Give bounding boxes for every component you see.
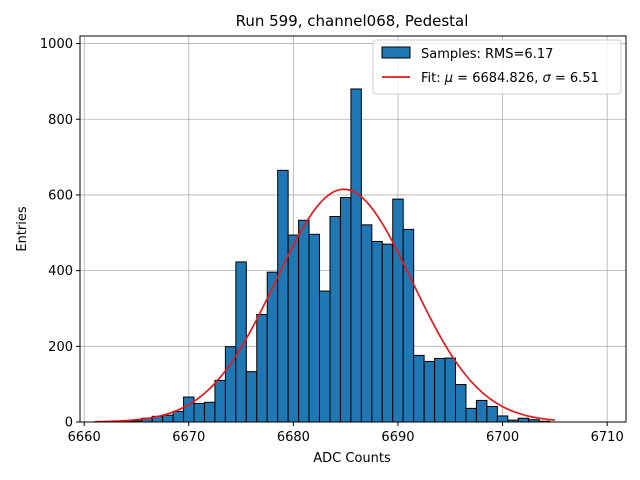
histogram-bar-6697 <box>465 407 477 423</box>
histogram-bar-6686 <box>350 88 362 423</box>
legend-fit-prefix: Fit: <box>421 71 445 86</box>
histogram-bar-6680 <box>287 234 300 423</box>
histogram-bar-6694 <box>434 357 446 423</box>
histogram-bar-6684 <box>329 216 341 423</box>
x-tick-label-6710: 6710 <box>591 430 624 445</box>
fit-curve-layer <box>94 188 555 423</box>
x-axis-label: ADC Counts <box>313 451 391 466</box>
histogram-bar-6693 <box>423 360 436 423</box>
legend-histogram-swatch <box>381 46 411 59</box>
chart-title: Run 599, channel068, Pedestal <box>236 12 469 30</box>
histogram-bar-6676 <box>245 371 258 423</box>
legend-fit-label: Fit: μ = 6684.826, σ = 6.51 <box>421 71 599 86</box>
histogram-bars <box>109 88 551 423</box>
histogram-bar-6672 <box>203 401 216 423</box>
histogram-bar-6682 <box>308 233 321 423</box>
histogram-bar-6673 <box>214 379 226 423</box>
histogram-bar-6668 <box>162 414 174 423</box>
histogram-bar-6691 <box>402 228 415 423</box>
histogram-bar-6695 <box>444 357 457 423</box>
histogram-bar-6670 <box>183 396 195 423</box>
histogram-bar-6702 <box>517 417 530 423</box>
y-tick-label-200: 200 <box>48 340 73 355</box>
x-tick-label-6670: 6670 <box>172 430 205 445</box>
histogram-bar-6677 <box>256 314 268 423</box>
histogram-bar-6687 <box>360 224 373 423</box>
y-axis-label: Entries <box>15 206 30 252</box>
histogram-bar-6688 <box>371 240 383 423</box>
x-tick-label-6680: 6680 <box>277 430 310 445</box>
histogram-bar-6699 <box>486 405 498 423</box>
y-tick-label-600: 600 <box>48 188 73 203</box>
x-tick-label-6660: 6660 <box>68 430 101 445</box>
legend-fit-mu-value: = 6684.826, <box>453 71 542 86</box>
legend-box <box>372 39 622 95</box>
histogram-bar-6698 <box>475 399 488 423</box>
histogram-bar-6692 <box>413 354 425 423</box>
histogram-bar-6671 <box>193 402 205 423</box>
legend-histogram-label: Samples: RMS=6.17 <box>421 47 553 62</box>
x-tick-label-6700: 6700 <box>486 430 519 445</box>
legend: Samples: RMS=6.17 Fit: μ = 6684.826, σ =… <box>372 39 622 95</box>
x-axis-ticks: 6660 6670 6680 6690 6700 6710 <box>68 422 624 445</box>
histogram-bar-6689 <box>381 243 394 423</box>
y-tick-label-400: 400 <box>48 264 73 279</box>
histogram-bar-6679 <box>277 169 289 423</box>
x-tick-label-6690: 6690 <box>381 430 414 445</box>
histogram-bar-6683 <box>319 290 331 423</box>
legend-fit-sigma-symbol: σ <box>543 71 552 86</box>
plot-frame <box>79 35 627 423</box>
histogram-bar-6690 <box>392 198 404 423</box>
histogram-bar-6685 <box>339 197 352 423</box>
y-tick-label-1000: 1000 <box>40 37 73 52</box>
histogram-bar-6696 <box>455 384 467 423</box>
legend-fit-mu-symbol: μ <box>444 71 453 86</box>
gaussian-fit-curve <box>94 188 555 423</box>
histogram-bar-6681 <box>298 219 310 423</box>
legend-fit-sigma-value: = 6.51 <box>551 71 599 86</box>
y-tick-label-800: 800 <box>48 113 73 128</box>
y-tick-label-0: 0 <box>65 416 73 431</box>
y-axis-ticks: 0 200 400 600 800 1000 <box>40 37 80 431</box>
histogram-bar-6700 <box>496 415 509 423</box>
histogram-bar-6669 <box>172 410 185 423</box>
